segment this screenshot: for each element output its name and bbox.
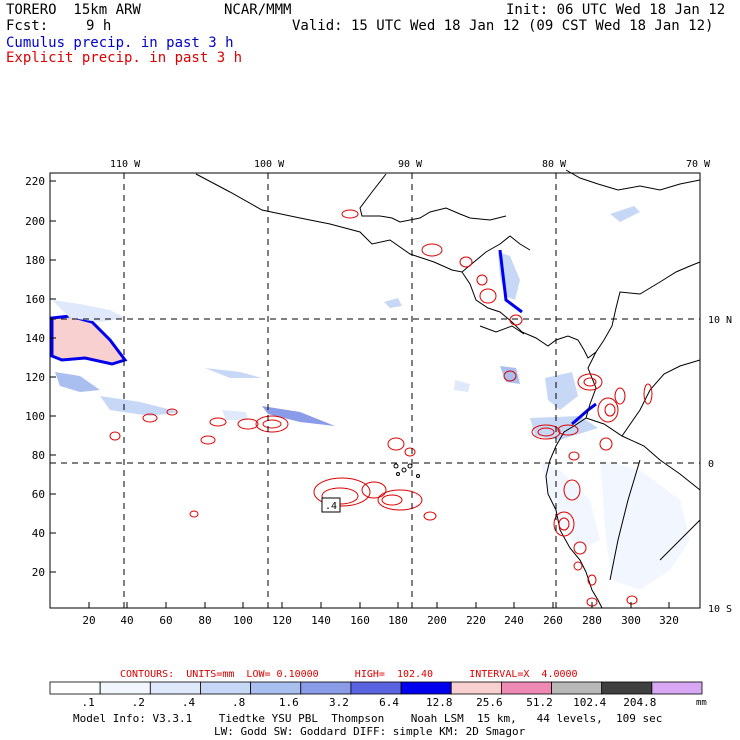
colorbar-segment xyxy=(300,681,352,695)
x-tick-label: 280 xyxy=(582,614,602,627)
y-tick-label: 80 xyxy=(32,449,45,462)
colorbar-segment xyxy=(450,681,502,695)
x-tick-label: 200 xyxy=(427,614,447,627)
y-tick-label: 180 xyxy=(25,254,45,267)
x-tick-label: 120 xyxy=(272,614,292,627)
forecast-label: Fcst: xyxy=(6,18,49,34)
x-tick-label: 320 xyxy=(659,614,679,627)
precip-colorbar xyxy=(49,681,703,695)
y-tick-label: 60 xyxy=(32,488,45,501)
valid-time: Valid: 15 UTC Wed 18 Jan 12 (09 CST Wed … xyxy=(292,18,714,34)
colorbar-segment xyxy=(651,681,703,695)
colorbar-label: .1 xyxy=(82,696,95,709)
colorbar-segment xyxy=(49,681,101,695)
x-tick-label: 260 xyxy=(543,614,563,627)
colorbar-label: 204.8 xyxy=(623,696,656,709)
x-tick-label: 180 xyxy=(388,614,408,627)
colorbar-label: .4 xyxy=(182,696,196,709)
colorbar-segment xyxy=(149,681,201,695)
colorbar-segment xyxy=(200,681,252,695)
map-frame xyxy=(49,172,701,609)
colorbar-label: 3.2 xyxy=(329,696,349,709)
colorbar-label: 51.2 xyxy=(526,696,553,709)
x-tick-label: 20 xyxy=(82,614,95,627)
model-info-line2: LW: Godd SW: Goddard DIFF: simple KM: 2D… xyxy=(214,725,526,738)
lon-label: 80 W xyxy=(542,159,567,170)
cumulus-precip-shading xyxy=(50,206,690,590)
map-background xyxy=(50,173,700,608)
contour-annotation: .4 xyxy=(325,501,337,512)
contour-annotation-box xyxy=(321,497,341,513)
model-title: TORERO 15km ARW xyxy=(6,2,141,18)
lat-label: 10 N xyxy=(708,315,732,326)
organization-label: NCAR/MMM xyxy=(224,2,292,18)
x-tick-label: 240 xyxy=(504,614,524,627)
coastlines xyxy=(195,169,701,609)
x-tick-label: 300 xyxy=(621,614,641,627)
x-tick-label: 160 xyxy=(350,614,370,627)
lon-label: 90 W xyxy=(398,159,423,170)
x-tick-label: 60 xyxy=(159,614,172,627)
x-tick-label: 100 xyxy=(233,614,253,627)
bottom-axis-labels: 20 40 60 80 100 120 140 160 180 200 220 … xyxy=(82,614,679,627)
explicit-precip-contours xyxy=(109,209,653,607)
y-tick-label: 160 xyxy=(25,293,45,306)
colorbar-label: 25.6 xyxy=(476,696,503,709)
colorbar-labels: .1 .2 .4 .8 1.6 3.2 6.4 12.8 25.6 51.2 102.4 204.8 xyxy=(82,696,657,709)
colorbar-segment xyxy=(400,681,452,695)
init-time: Init: 06 UTC Wed 18 Jan 12 xyxy=(506,2,726,18)
y-tick-label: 120 xyxy=(25,371,45,384)
colorbar-label: .8 xyxy=(232,696,245,709)
colorbar-segment xyxy=(551,681,603,695)
bottom-axis-ticks xyxy=(88,602,670,608)
y-tick-label: 100 xyxy=(25,410,45,423)
colorbar-label: 6.4 xyxy=(379,696,399,709)
x-tick-label: 40 xyxy=(120,614,133,627)
explicit-precip-legend: Explicit precip. in past 3 h xyxy=(6,50,243,66)
lon-label: 70 W xyxy=(686,159,711,170)
right-latitude-labels: 10 N 0 10 S xyxy=(708,315,732,615)
left-axis-labels: 220 200 180 160 140 120 100 80 60 40 20 xyxy=(25,175,45,579)
lat-lon-gridlines xyxy=(50,173,700,608)
lon-label: 110 W xyxy=(110,159,141,170)
cumulus-precip-legend: Cumulus precip. in past 3 h xyxy=(6,35,234,51)
y-tick-label: 140 xyxy=(25,332,45,345)
y-tick-label: 200 xyxy=(25,215,45,228)
x-tick-label: 220 xyxy=(466,614,486,627)
colorbar-unit: mm xyxy=(696,698,707,708)
colorbar-segment xyxy=(350,681,402,695)
colorbar-segment xyxy=(99,681,151,695)
colorbar-segment xyxy=(250,681,302,695)
colorbar-label: 1.6 xyxy=(279,696,299,709)
lat-label: 0 xyxy=(708,459,714,470)
left-axis-ticks xyxy=(50,180,56,573)
y-tick-label: 20 xyxy=(32,566,45,579)
model-info-line1: Model Info: V3.3.1 Tiedtke YSU PBL Thomp… xyxy=(73,712,662,725)
top-longitude-labels: 110 W 100 W 90 W 80 W 70 W xyxy=(110,159,711,170)
y-tick-label: 40 xyxy=(32,527,45,540)
colorbar-segment xyxy=(500,681,552,695)
contours-info: CONTOURS: UNITS=mm LOW= 0.10000 HIGH= 10… xyxy=(120,669,578,680)
colorbar-segment xyxy=(601,681,653,695)
x-tick-label: 80 xyxy=(198,614,211,627)
lat-label: 10 S xyxy=(708,604,732,615)
colorbar-label: 12.8 xyxy=(426,696,453,709)
colorbar-label: .2 xyxy=(132,696,145,709)
lon-label: 100 W xyxy=(254,159,285,170)
y-tick-label: 220 xyxy=(25,175,45,188)
forecast-hour: 9 h xyxy=(86,18,112,34)
colorbar-label: 102.4 xyxy=(573,696,606,709)
x-tick-label: 140 xyxy=(311,614,331,627)
